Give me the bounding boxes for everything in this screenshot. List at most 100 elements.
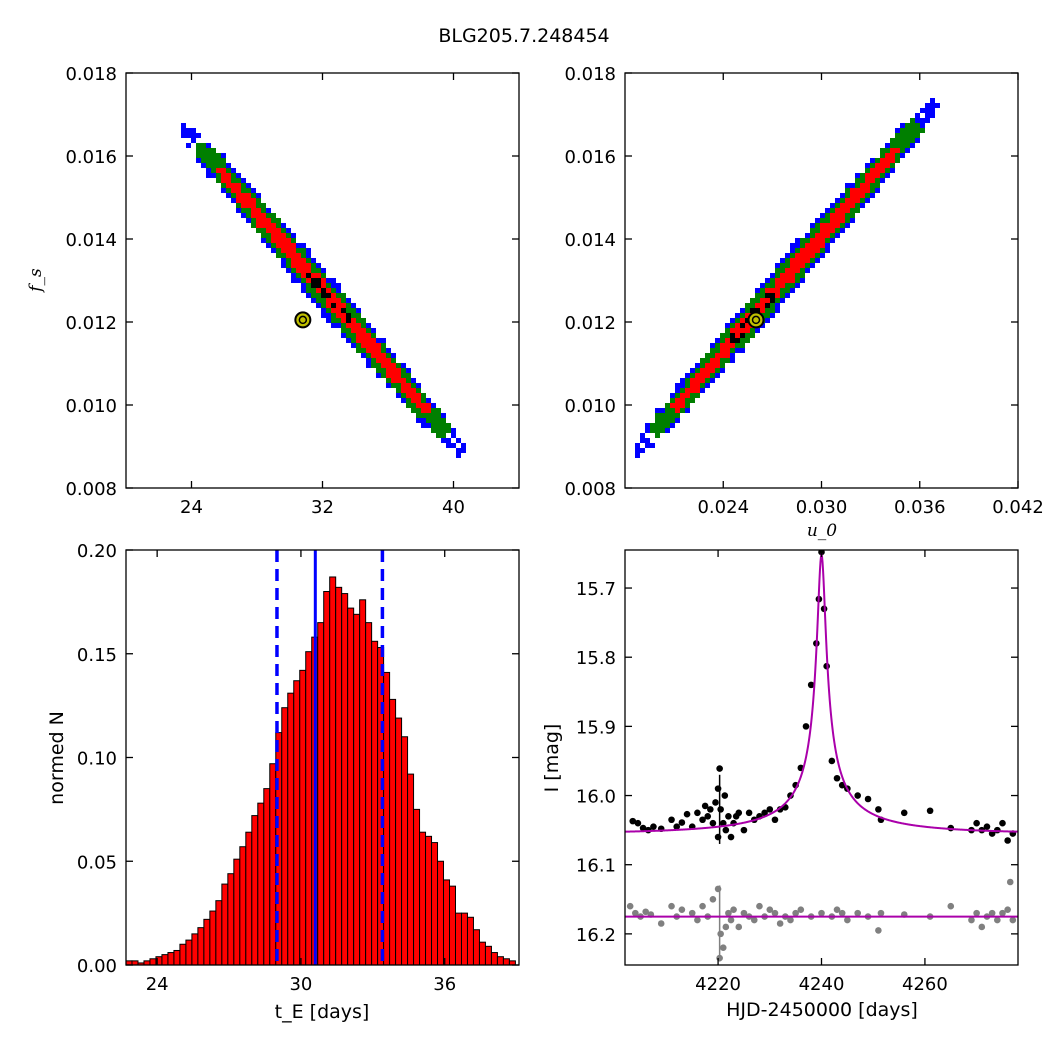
best-fit-marker-center bbox=[298, 315, 308, 325]
residual-point bbox=[994, 916, 1001, 924]
posterior-cell bbox=[780, 298, 785, 303]
posterior-cell bbox=[236, 183, 241, 188]
posterior-cell bbox=[885, 168, 890, 173]
posterior-cell bbox=[700, 383, 705, 388]
posterior-cell bbox=[381, 373, 386, 378]
posterior-cell bbox=[321, 308, 326, 313]
posterior-cell bbox=[880, 163, 885, 168]
posterior-cell bbox=[421, 398, 426, 403]
y-tick-label: 0.014 bbox=[65, 230, 117, 251]
posterior-cell bbox=[341, 328, 346, 333]
posterior-cell bbox=[331, 283, 336, 288]
posterior-cell bbox=[306, 253, 311, 258]
posterior-cell bbox=[870, 178, 875, 183]
posterior-cell bbox=[775, 308, 780, 313]
posterior-cell bbox=[451, 433, 456, 438]
posterior-cell bbox=[266, 218, 271, 223]
posterior-cell bbox=[361, 323, 366, 328]
posterior-cell bbox=[391, 353, 396, 358]
y-tick-label: 0.008 bbox=[65, 479, 117, 500]
posterior-cell bbox=[830, 228, 835, 233]
posterior-cell bbox=[705, 353, 710, 358]
posterior-cell bbox=[261, 238, 266, 243]
posterior-cell bbox=[800, 273, 805, 278]
posterior-cell bbox=[351, 328, 356, 333]
posterior-cell bbox=[371, 333, 376, 338]
y-tick-label: 0.010 bbox=[65, 396, 117, 417]
posterior-cell bbox=[670, 423, 675, 428]
posterior-cell bbox=[356, 338, 361, 343]
histogram-bar bbox=[299, 669, 307, 966]
posterior-cell bbox=[271, 213, 276, 218]
posterior-cell bbox=[366, 358, 371, 363]
histogram-bar bbox=[389, 698, 397, 966]
residual-point bbox=[750, 916, 758, 924]
posterior-cell bbox=[446, 423, 451, 428]
posterior-cell bbox=[231, 178, 236, 183]
posterior-cell bbox=[785, 273, 790, 278]
data-point bbox=[802, 723, 810, 730]
posterior-cell bbox=[376, 363, 381, 368]
posterior-region bbox=[181, 123, 466, 458]
posterior-cell bbox=[381, 348, 386, 353]
posterior-cell bbox=[780, 273, 785, 278]
posterior-cell bbox=[820, 233, 825, 238]
residual-point bbox=[854, 909, 861, 917]
posterior-cell bbox=[750, 328, 755, 333]
x-axis-label-u0: u_0 bbox=[807, 521, 837, 541]
posterior-cell bbox=[700, 378, 705, 383]
posterior-cell bbox=[780, 293, 785, 298]
posterior-cell bbox=[850, 188, 855, 193]
posterior-cell bbox=[775, 293, 780, 298]
posterior-cell bbox=[660, 413, 665, 418]
posterior-cell bbox=[311, 293, 316, 298]
posterior-cell bbox=[815, 223, 820, 228]
posterior-cell bbox=[850, 193, 855, 198]
posterior-cell bbox=[321, 273, 326, 278]
posterior-cell bbox=[251, 193, 256, 198]
histogram-bar bbox=[347, 607, 355, 966]
posterior-cell bbox=[800, 278, 805, 283]
residual-point bbox=[818, 909, 825, 917]
posterior-cell bbox=[226, 188, 231, 193]
posterior-cell bbox=[875, 168, 880, 173]
posterior-cell bbox=[331, 278, 336, 283]
posterior-cell bbox=[910, 143, 915, 148]
residual-point bbox=[776, 920, 784, 927]
posterior-cell bbox=[376, 368, 381, 373]
posterior-cell bbox=[431, 408, 436, 413]
posterior-cell bbox=[361, 348, 366, 353]
posterior-cell bbox=[241, 193, 246, 198]
posterior-cell bbox=[760, 283, 765, 288]
posterior-cell bbox=[685, 403, 690, 408]
histogram-bar bbox=[401, 736, 409, 966]
posterior-cell bbox=[371, 348, 376, 353]
posterior-cell bbox=[880, 168, 885, 173]
posterior-cell bbox=[895, 128, 900, 133]
histogram-bar bbox=[449, 885, 456, 966]
histogram-bar bbox=[185, 939, 193, 966]
posterior-cell bbox=[780, 283, 785, 288]
posterior-cell bbox=[720, 353, 725, 358]
posterior-cell bbox=[780, 288, 785, 293]
posterior-cell bbox=[920, 118, 925, 123]
posterior-cell bbox=[715, 343, 720, 348]
posterior-cell bbox=[785, 278, 790, 283]
posterior-cell bbox=[865, 173, 870, 178]
posterior-cell bbox=[221, 188, 226, 193]
posterior-cell bbox=[376, 373, 381, 378]
posterior-cell bbox=[241, 188, 246, 193]
posterior-cell bbox=[406, 368, 411, 373]
posterior-cell bbox=[286, 238, 291, 243]
panel-fs-vs-te: 24 32 40 0.008 0.010 0.012 0.014 0.016 0.018 bbox=[65, 64, 520, 518]
posterior-cell bbox=[865, 178, 870, 183]
x-tick-label: 24 bbox=[146, 974, 169, 995]
posterior-cell bbox=[670, 413, 675, 418]
posterior-cell bbox=[356, 318, 361, 323]
posterior-cell bbox=[416, 398, 421, 403]
posterior-cell bbox=[411, 378, 416, 383]
posterior-cell bbox=[760, 288, 765, 293]
posterior-cell bbox=[650, 423, 655, 428]
posterior-cell bbox=[236, 188, 241, 193]
posterior-cell bbox=[765, 308, 770, 313]
